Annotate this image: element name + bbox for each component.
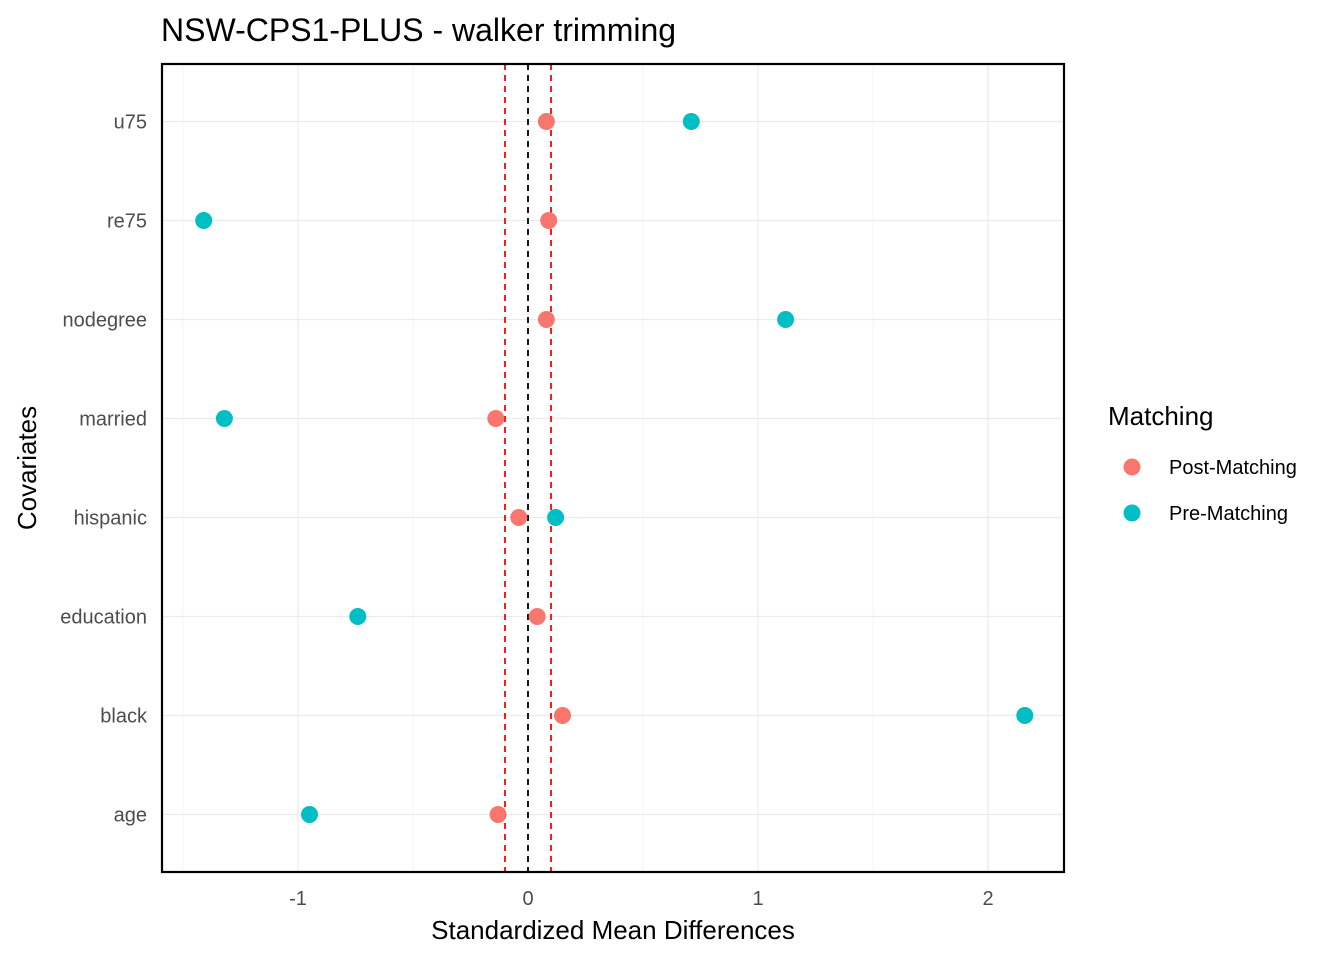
- point-post-matching-black: [554, 707, 571, 724]
- y-tick-labels: age black education hispanic married nodegree…: [60, 112, 148, 827]
- legend-swatch: [1123, 458, 1141, 476]
- legend-swatch: [1123, 504, 1141, 522]
- legend-label: Pre-Matching: [1169, 503, 1288, 525]
- y-tick-label-married: married: [79, 409, 147, 431]
- point-pre-matching-nodegree: [777, 311, 795, 328]
- x-tick-label: 0: [522, 888, 533, 910]
- point-pre-matching-u75: [682, 113, 700, 130]
- y-tick-label-hispanic: hispanic: [74, 508, 147, 530]
- point-post-matching-hispanic: [510, 509, 528, 526]
- plot-panel-border: [160, 62, 1066, 874]
- y-tick-label-u75: u75: [114, 112, 147, 134]
- x-tick-label: 1: [752, 888, 763, 910]
- legend: Matching Post-Matching Pre-Matching: [1108, 401, 1297, 525]
- point-pre-matching-married: [215, 410, 233, 427]
- point-pre-matching-education: [349, 608, 367, 625]
- point-post-matching-age: [489, 806, 507, 823]
- legend-title: Matching: [1108, 401, 1214, 431]
- data-points: [195, 113, 1034, 823]
- chart-title: NSW-CPS1-PLUS - walker trimming: [161, 12, 676, 48]
- point-post-matching-education: [528, 608, 546, 625]
- point-pre-matching-hispanic: [547, 509, 565, 526]
- x-tick-label: -1: [289, 888, 307, 910]
- y-axis-title: Covariates: [12, 406, 42, 530]
- point-pre-matching-age: [301, 806, 318, 823]
- point-post-matching-married: [487, 410, 505, 427]
- y-tick-label-age: age: [114, 805, 147, 827]
- legend-label: Post-Matching: [1169, 457, 1297, 479]
- y-tick-label-education: education: [60, 607, 147, 629]
- point-pre-matching-black: [1016, 707, 1034, 724]
- reference-lines: [504, 64, 552, 872]
- grid: [162, 64, 1064, 872]
- x-axis-title: Standardized Mean Differences: [431, 915, 795, 945]
- x-tick-labels: -1 0 1 2: [289, 888, 993, 910]
- point-post-matching-re75: [540, 212, 558, 229]
- point-pre-matching-re75: [195, 212, 213, 229]
- y-tick-label-re75: re75: [107, 211, 147, 233]
- y-tick-label-nodegree: nodegree: [62, 310, 147, 332]
- legend-items: Post-Matching Pre-Matching: [1123, 457, 1297, 525]
- y-tick-label-black: black: [100, 706, 148, 728]
- x-tick-label: 2: [982, 888, 993, 910]
- point-post-matching-nodegree: [537, 311, 555, 328]
- point-post-matching-u75: [537, 113, 555, 130]
